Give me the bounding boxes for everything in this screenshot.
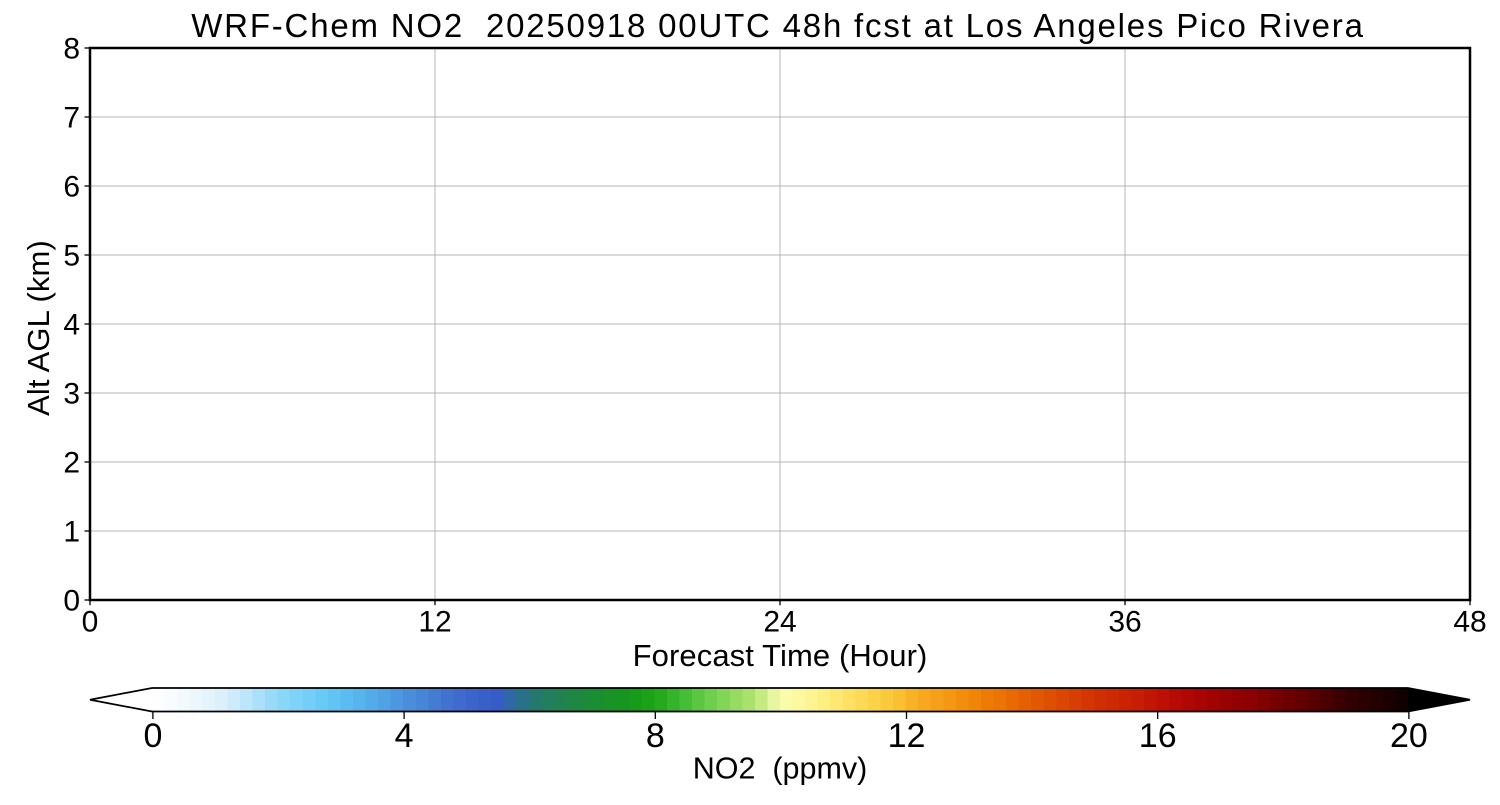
svg-text:36: 36 — [1108, 605, 1141, 638]
svg-text:Alt AGL (km): Alt AGL (km) — [21, 240, 56, 416]
svg-text:1: 1 — [63, 516, 80, 549]
svg-text:Forecast Time (Hour): Forecast Time (Hour) — [633, 638, 928, 673]
svg-text:0: 0 — [143, 717, 162, 755]
svg-text:24: 24 — [763, 605, 796, 638]
svg-text:12: 12 — [888, 717, 926, 755]
svg-text:8: 8 — [646, 717, 665, 755]
svg-text:20: 20 — [1390, 717, 1428, 755]
svg-text:5: 5 — [63, 240, 80, 273]
svg-text:12: 12 — [418, 605, 451, 638]
svg-text:6: 6 — [63, 171, 80, 204]
svg-text:48: 48 — [1453, 605, 1486, 638]
svg-text:7: 7 — [63, 102, 80, 135]
svg-text:8: 8 — [63, 33, 80, 66]
svg-text:4: 4 — [395, 717, 414, 755]
svg-text:16: 16 — [1139, 717, 1177, 755]
svg-text:3: 3 — [63, 378, 80, 411]
svg-text:NO2 (ppmv): NO2 (ppmv) — [693, 752, 868, 786]
svg-text:4: 4 — [63, 309, 80, 342]
svg-text:0: 0 — [82, 605, 99, 638]
svg-text:2: 2 — [63, 447, 80, 480]
svg-text:WRF-Chem NO2 20250918 00UTC 4: WRF-Chem NO2 20250918 00UTC 48h fcst at … — [191, 7, 1365, 44]
svg-text:0: 0 — [63, 585, 80, 618]
